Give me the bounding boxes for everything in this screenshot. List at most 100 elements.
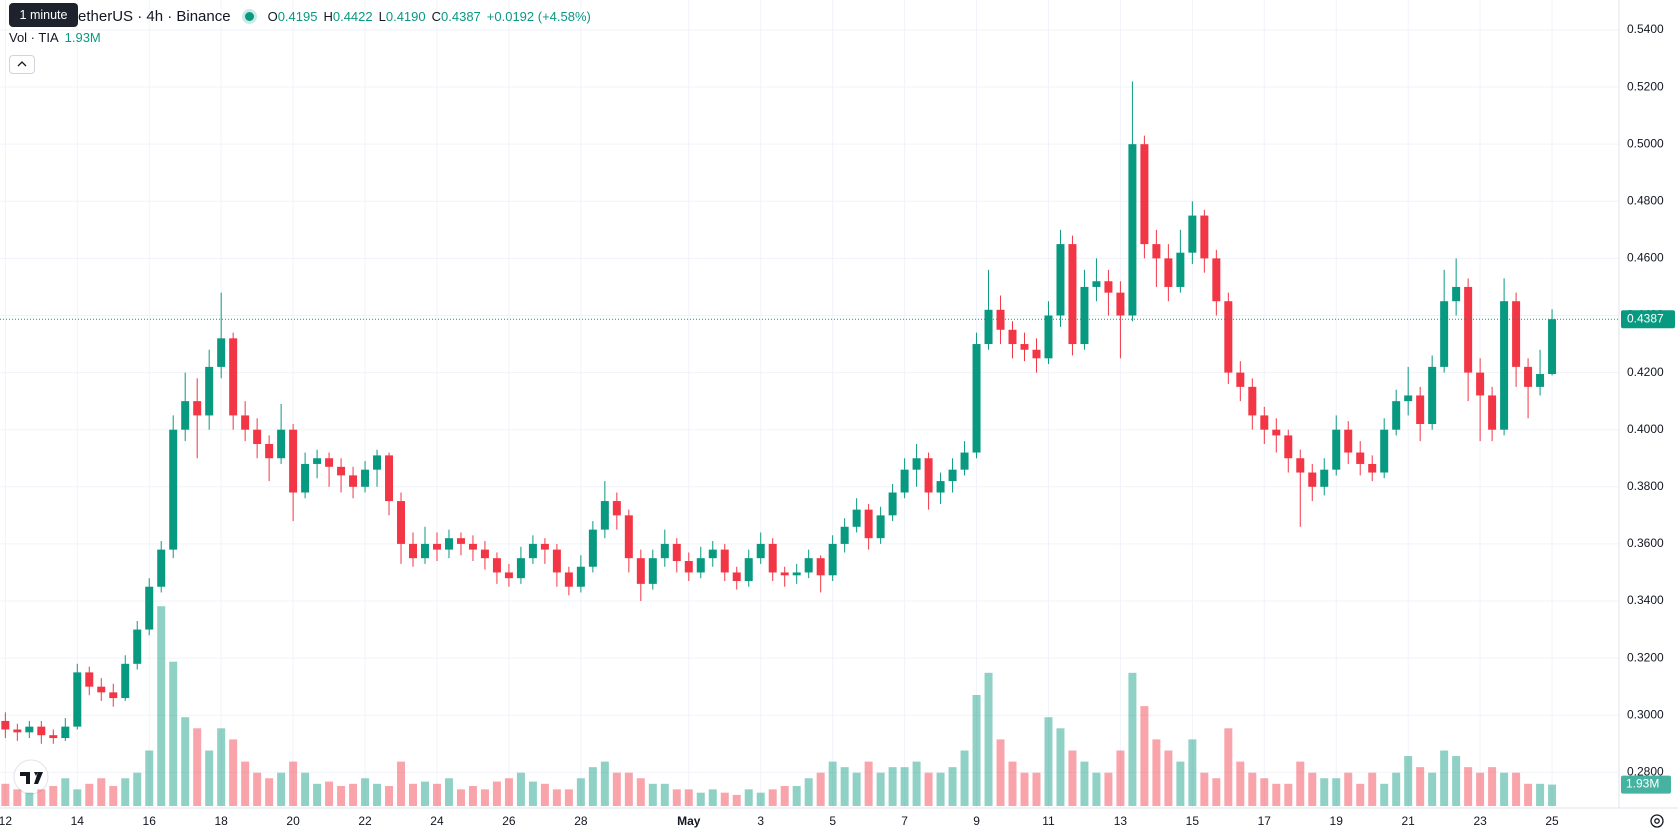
volume-bar bbox=[624, 772, 633, 806]
candle-body bbox=[121, 663, 130, 699]
candle-body bbox=[936, 481, 945, 493]
volume-bar bbox=[1188, 739, 1197, 806]
candle-body bbox=[109, 692, 118, 699]
volume-bar bbox=[1452, 756, 1461, 806]
candle-body bbox=[13, 729, 22, 733]
volume-bar bbox=[1416, 767, 1425, 806]
y-tick-label: 0.4800 bbox=[1627, 193, 1664, 207]
candle-body bbox=[876, 515, 885, 539]
collapse-button[interactable] bbox=[9, 55, 35, 74]
volume-bar bbox=[1392, 772, 1401, 806]
candle-body bbox=[492, 558, 501, 573]
volume-bar bbox=[564, 789, 573, 806]
volume-bar bbox=[876, 772, 885, 806]
candle-body bbox=[409, 543, 418, 559]
volume-bar bbox=[528, 781, 537, 806]
settings-icon[interactable] bbox=[1650, 814, 1664, 828]
candle-body bbox=[744, 558, 753, 582]
volume-bar bbox=[924, 772, 933, 806]
candle-body bbox=[1260, 415, 1269, 430]
candle-body bbox=[1, 720, 10, 730]
volume-bar bbox=[277, 772, 286, 806]
candle-body bbox=[337, 466, 346, 476]
candle-body bbox=[37, 726, 46, 736]
candle-body bbox=[600, 501, 609, 530]
x-tick-label: 12 bbox=[0, 814, 12, 828]
volume-bar bbox=[1176, 761, 1185, 806]
candle-body bbox=[708, 549, 717, 559]
candle-body bbox=[864, 509, 873, 539]
volume-bar bbox=[1284, 783, 1293, 806]
candle-body bbox=[636, 558, 645, 584]
candle-body bbox=[241, 415, 250, 430]
candle-body bbox=[648, 558, 657, 584]
volume-bar bbox=[133, 772, 142, 806]
x-tick-label: 26 bbox=[502, 814, 516, 828]
x-tick-label: 16 bbox=[143, 814, 157, 828]
market-status[interactable] bbox=[244, 11, 254, 21]
legend-label: C bbox=[431, 8, 442, 24]
volume-bar bbox=[1116, 750, 1125, 806]
legend-label: O bbox=[267, 8, 278, 24]
volume-bar bbox=[1320, 778, 1329, 806]
candle-body bbox=[1188, 215, 1197, 253]
volume-bar bbox=[1512, 772, 1521, 806]
volume-bar bbox=[1008, 761, 1017, 806]
x-tick-label: 25 bbox=[1545, 814, 1559, 828]
symbol-title[interactable]: etherUS · 4h · Binance bbox=[78, 7, 231, 25]
candle-body bbox=[265, 443, 274, 459]
volume-bar bbox=[73, 789, 82, 806]
candle-body bbox=[385, 455, 394, 502]
candle-body bbox=[373, 455, 382, 470]
candle-body bbox=[588, 529, 597, 567]
x-tick-label: 19 bbox=[1330, 814, 1344, 828]
candle-body bbox=[1356, 452, 1365, 464]
volume-bar bbox=[756, 792, 765, 806]
candle-body bbox=[552, 549, 561, 573]
candle-body bbox=[1200, 215, 1209, 259]
candle-body bbox=[780, 572, 789, 576]
candle-body bbox=[1056, 244, 1065, 316]
candle-body bbox=[325, 458, 334, 467]
candle-body bbox=[1032, 349, 1041, 359]
volume-bar bbox=[516, 772, 525, 806]
volume-bar bbox=[313, 783, 322, 806]
candle-body bbox=[205, 366, 214, 416]
candle-body bbox=[301, 463, 310, 493]
volume-bar bbox=[13, 789, 22, 806]
volume-bar bbox=[181, 717, 190, 806]
x-tick-label: 17 bbox=[1258, 814, 1272, 828]
x-tick-label: 28 bbox=[574, 814, 588, 828]
candle-body bbox=[564, 572, 573, 587]
volume-bar bbox=[648, 783, 657, 806]
candle-body bbox=[193, 401, 202, 416]
candle-body bbox=[516, 558, 525, 579]
volume-legend: Vol · TIA 1.93M bbox=[9, 30, 101, 45]
volume-bar bbox=[444, 778, 453, 806]
volume-bar bbox=[1152, 739, 1161, 806]
candle-body bbox=[1308, 472, 1317, 487]
candle-body bbox=[924, 458, 933, 493]
candle-body bbox=[912, 458, 921, 470]
candle-body bbox=[1320, 469, 1329, 487]
candle-body bbox=[253, 429, 262, 444]
volume-bar bbox=[361, 778, 370, 806]
candle-body bbox=[157, 549, 166, 587]
volume-bar bbox=[325, 781, 334, 806]
candle-body bbox=[169, 429, 178, 550]
volume-bar bbox=[1140, 706, 1149, 806]
volume-bar bbox=[636, 778, 645, 806]
volume-bar bbox=[804, 778, 813, 806]
volume-axis-label: 1.93M bbox=[1626, 777, 1659, 791]
volume-bar bbox=[373, 783, 382, 806]
y-tick-label: 0.4000 bbox=[1627, 422, 1664, 436]
volume-bar bbox=[744, 789, 753, 806]
x-tick-label: 3 bbox=[757, 814, 764, 828]
volume-bar bbox=[552, 789, 561, 806]
volume-bar bbox=[1, 783, 10, 806]
candle-body bbox=[948, 469, 957, 482]
volume-bar bbox=[1344, 772, 1353, 806]
volume-bar bbox=[708, 789, 717, 806]
candle-body bbox=[804, 558, 813, 573]
volume-bar bbox=[540, 783, 549, 806]
